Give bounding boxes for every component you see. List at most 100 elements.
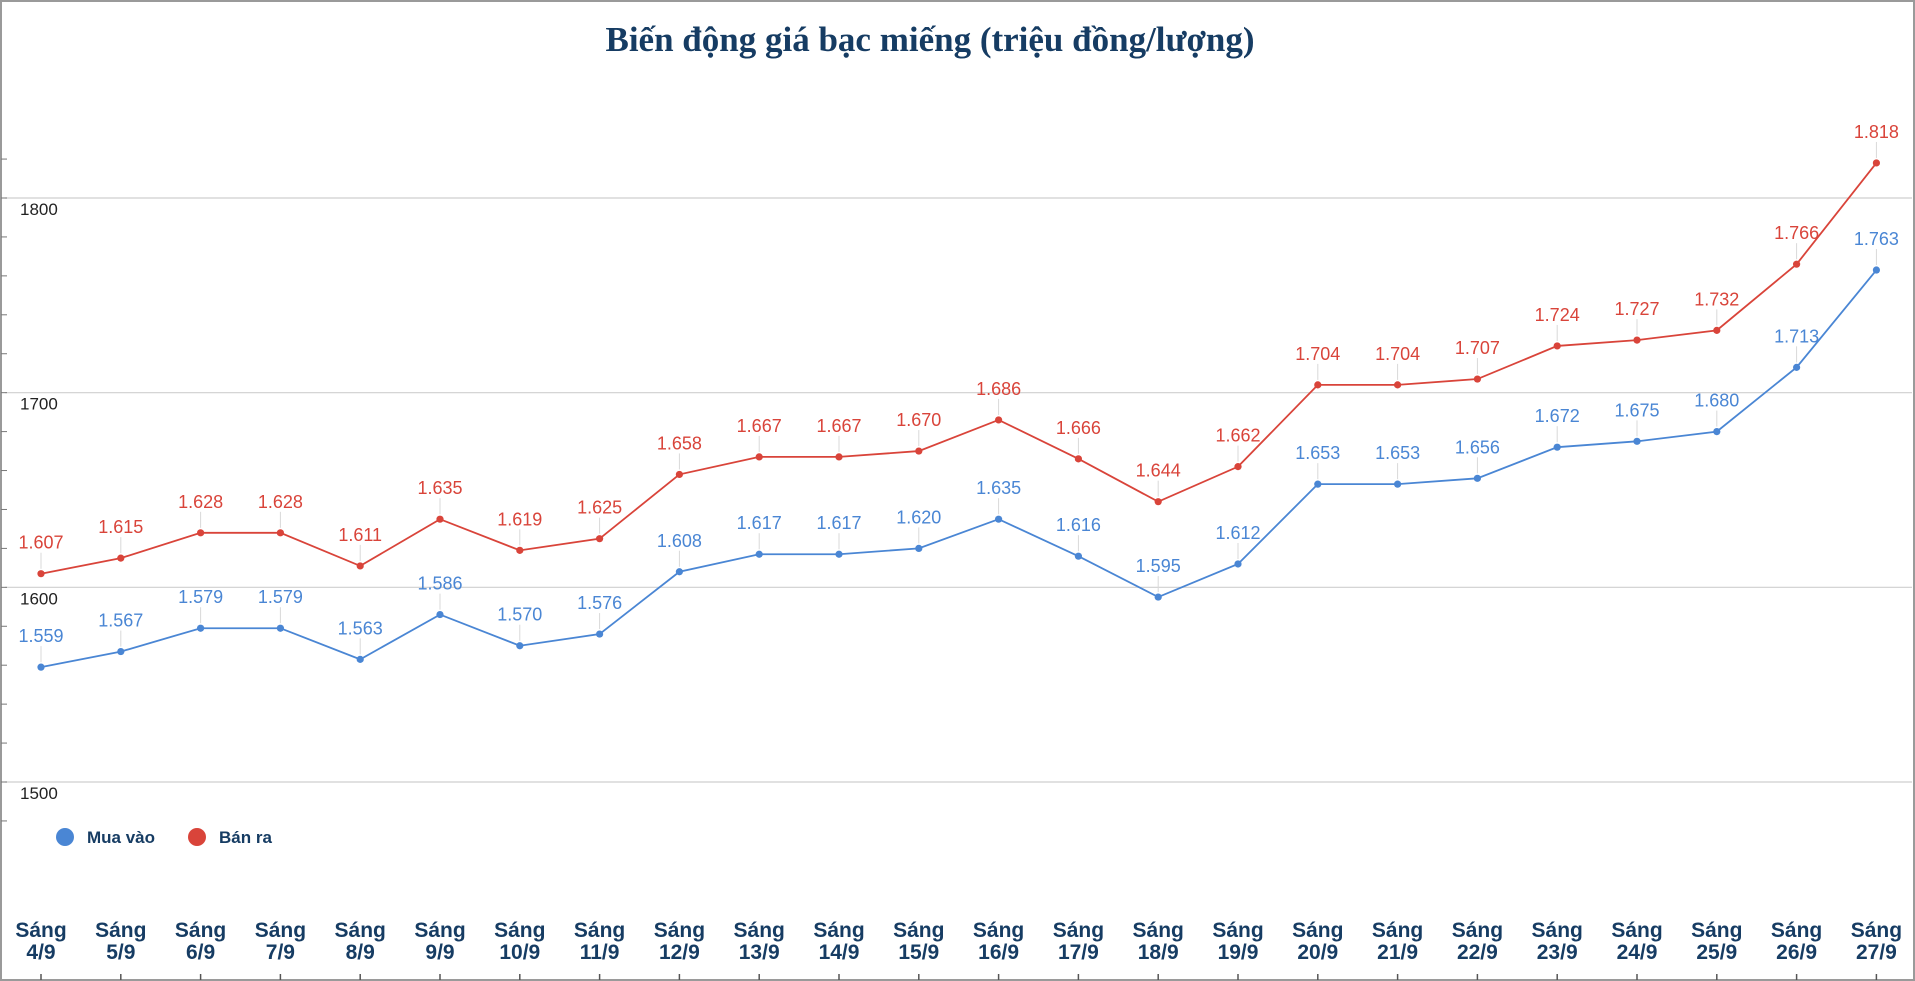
x-tick-label-bottom: 26/9 <box>1776 941 1817 964</box>
x-tick-label-top: Sáng <box>734 919 785 942</box>
data-label: 1.818 <box>1854 122 1899 142</box>
x-tick-label-bottom: 5/9 <box>106 941 135 964</box>
data-label: 1.619 <box>497 509 542 529</box>
x-tick-label-bottom: 6/9 <box>186 941 215 964</box>
data-point <box>1872 159 1880 167</box>
data-point <box>1314 480 1322 488</box>
data-point <box>835 453 843 461</box>
data-label: 1.686 <box>976 379 1021 399</box>
data-label: 1.615 <box>98 517 143 537</box>
x-tick-label-bottom: 18/9 <box>1138 941 1179 964</box>
data-label: 1.579 <box>258 587 303 607</box>
data-label: 1.576 <box>577 593 622 613</box>
data-point <box>675 470 684 479</box>
data-label-leaders <box>40 141 1877 663</box>
x-tick-label-top: Sáng <box>255 919 306 942</box>
x-tick-label-bottom: 23/9 <box>1537 941 1578 964</box>
series-mua-vao <box>37 266 1880 671</box>
data-label: 1.653 <box>1375 443 1420 463</box>
x-tick-label-top: Sáng <box>574 919 625 942</box>
data-point <box>276 529 284 537</box>
data-point <box>1553 443 1561 451</box>
data-point <box>1553 342 1561 350</box>
y-tick-label: 1700 <box>20 395 58 414</box>
chart-title: Biến động giá bạc miếng (triệu đồng/lượn… <box>605 20 1254 59</box>
y-axis: 1500 1600 1700 1800 <box>1 158 58 822</box>
data-point <box>1793 260 1801 268</box>
data-label: 1.727 <box>1614 299 1659 319</box>
data-point <box>915 447 923 455</box>
data-point <box>1154 593 1162 601</box>
data-point <box>197 624 205 632</box>
data-point <box>197 529 205 537</box>
data-label: 1.658 <box>657 433 702 453</box>
x-tick-label-top: Sáng <box>654 919 705 942</box>
data-label: 1.586 <box>417 574 462 594</box>
x-tick-label-bottom: 11/9 <box>580 941 620 964</box>
data-label: 1.704 <box>1375 344 1420 364</box>
data-point <box>276 624 284 632</box>
data-point <box>1314 381 1322 389</box>
data-point <box>1633 437 1641 445</box>
data-point <box>596 630 604 638</box>
x-tick-label-top: Sáng <box>1053 919 1104 942</box>
x-tick-label-top: Sáng <box>1611 919 1662 942</box>
data-point <box>1154 498 1162 506</box>
data-point <box>1713 326 1721 334</box>
data-point <box>356 655 364 663</box>
x-tick-label-top: Sáng <box>1212 919 1263 942</box>
x-tick-label-bottom: 27/9 <box>1856 941 1897 964</box>
x-tick-label-top: Sáng <box>973 919 1024 942</box>
data-point <box>516 546 524 554</box>
legend-marker <box>56 828 74 846</box>
data-label: 1.704 <box>1295 344 1340 364</box>
data-point <box>1074 455 1082 463</box>
data-point <box>755 550 763 558</box>
data-label: 1.617 <box>737 513 782 533</box>
data-point <box>1473 474 1481 482</box>
data-point <box>516 642 524 650</box>
x-tick-label-bottom: 25/9 <box>1696 941 1737 964</box>
data-label: 1.628 <box>258 492 303 512</box>
data-label: 1.620 <box>896 507 941 527</box>
x-tick-label-bottom: 15/9 <box>898 941 939 964</box>
x-tick-label-top: Sáng <box>813 919 864 942</box>
x-tick-label-bottom: 13/9 <box>739 941 780 964</box>
x-tick-label-top: Sáng <box>1532 919 1583 942</box>
data-label: 1.616 <box>1056 515 1101 535</box>
data-point <box>596 535 604 543</box>
data-point <box>1074 552 1082 560</box>
series-line <box>40 269 1878 669</box>
x-tick-label-bottom: 19/9 <box>1218 941 1259 964</box>
x-tick-label-top: Sáng <box>1851 919 1902 942</box>
data-label: 1.666 <box>1056 418 1101 438</box>
x-tick-label-top: Sáng <box>494 919 545 942</box>
data-label: 1.680 <box>1694 391 1739 411</box>
data-point <box>995 416 1003 424</box>
data-labels: 1.559 1.567 1.579 1.579 1.563 1.586 1.570 1.576… <box>18 122 1898 646</box>
data-label: 1.653 <box>1295 443 1340 463</box>
y-tick-label: 1800 <box>20 200 58 219</box>
data-point <box>755 453 763 461</box>
data-point <box>1234 463 1242 471</box>
legend-label: Bán ra <box>219 828 272 847</box>
data-label: 1.579 <box>178 587 223 607</box>
data-point <box>356 562 364 570</box>
x-tick-label-bottom: 17/9 <box>1058 941 1099 964</box>
x-tick-label-bottom: 14/9 <box>819 941 860 964</box>
x-tick-label-bottom: 12/9 <box>659 941 700 964</box>
x-axis: Sáng4/9Sáng5/9Sáng6/9Sáng7/9Sáng8/9Sáng9… <box>15 919 1902 980</box>
series-line <box>40 162 1878 575</box>
data-label: 1.713 <box>1774 326 1819 346</box>
x-tick-label-bottom: 20/9 <box>1297 941 1338 964</box>
data-label: 1.625 <box>577 498 622 518</box>
x-tick-label-bottom: 24/9 <box>1617 941 1658 964</box>
gridlines <box>5 197 1912 783</box>
data-label: 1.635 <box>417 478 462 498</box>
x-tick-label-bottom: 9/9 <box>425 941 454 964</box>
data-label: 1.559 <box>18 626 63 646</box>
data-label: 1.763 <box>1854 229 1899 249</box>
data-point <box>436 515 444 523</box>
data-label: 1.628 <box>178 492 223 512</box>
